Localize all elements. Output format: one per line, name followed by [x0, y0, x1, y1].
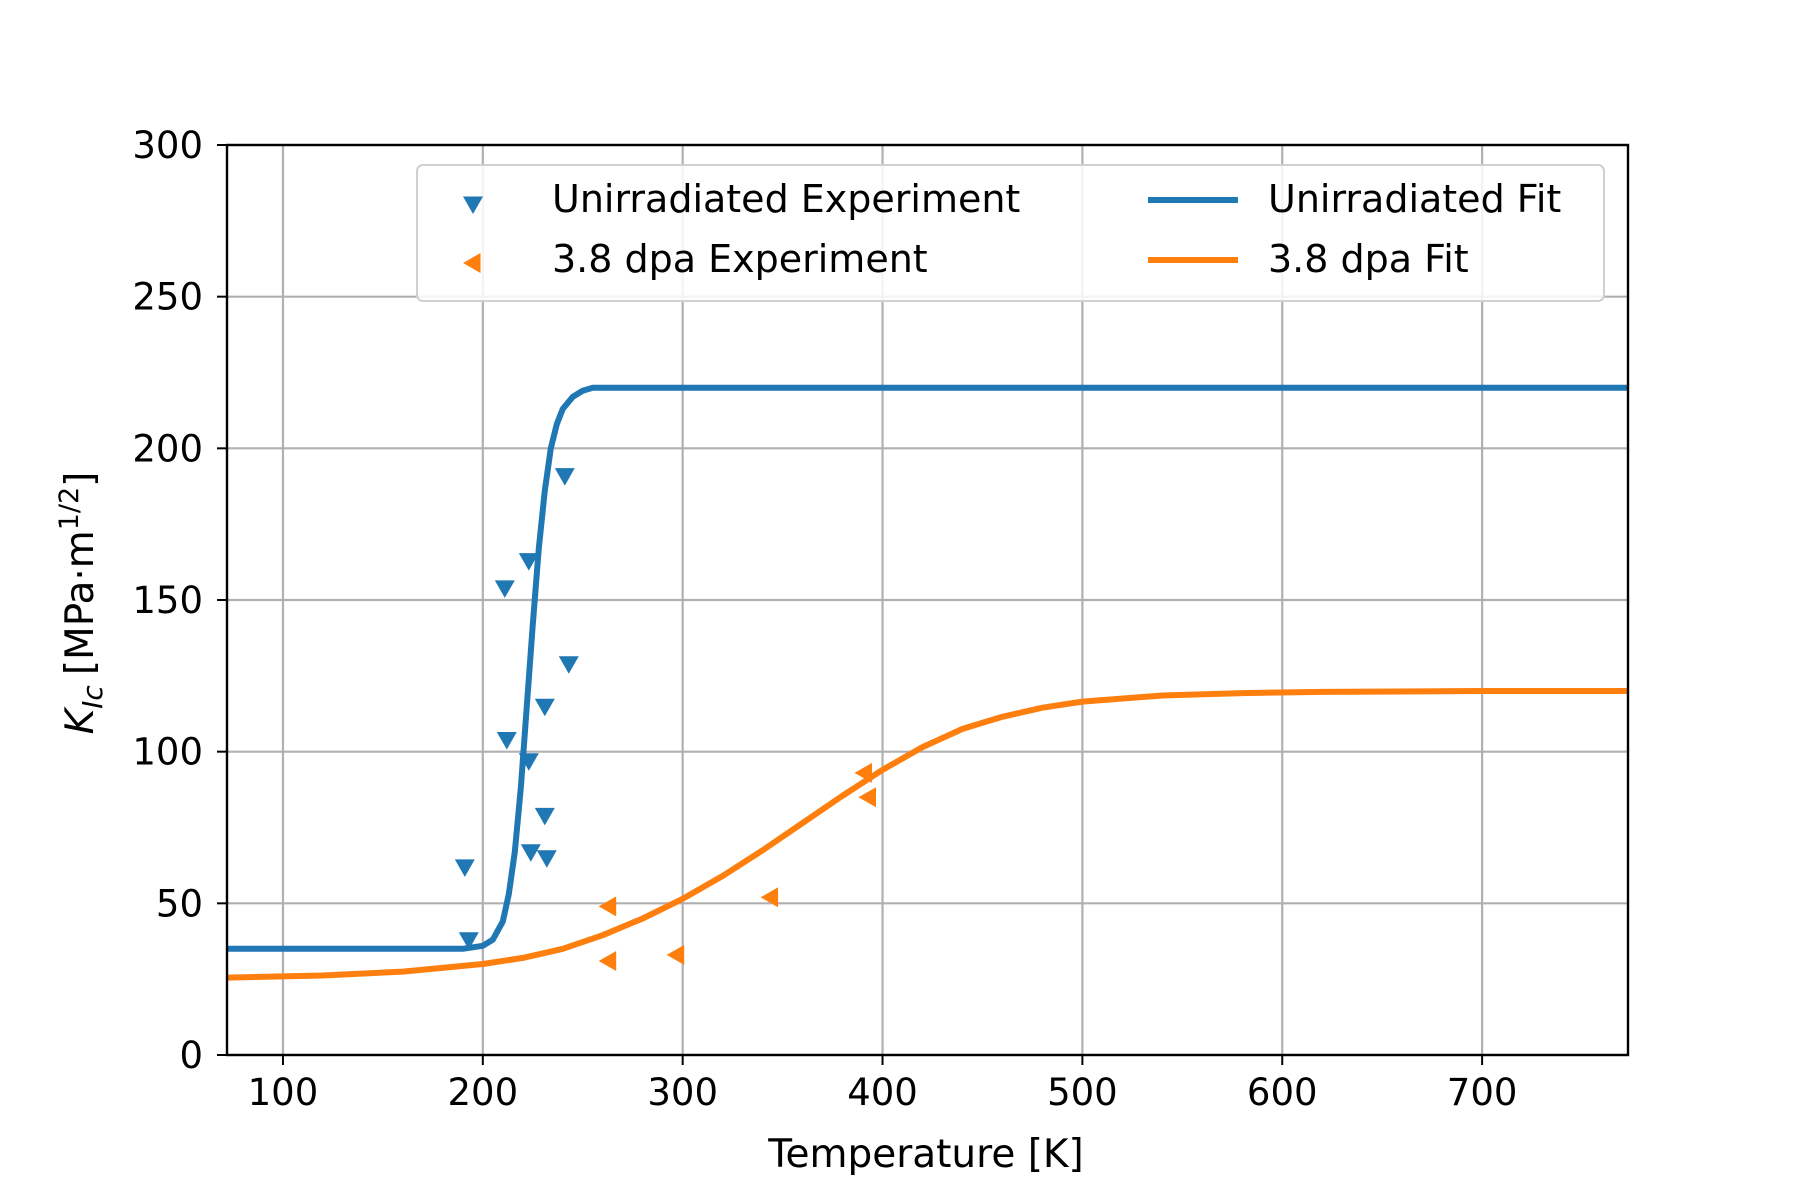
y-tick-label: 300 [132, 124, 203, 167]
3-8-dpa-experiment-point [858, 787, 876, 808]
x-tick-label: 300 [647, 1071, 718, 1114]
3-8-dpa-experiment-point [854, 762, 872, 783]
unirradiated-experiment-point [554, 468, 575, 486]
unirradiated-experiment-point [534, 807, 555, 826]
unirradiated-experiment-point [454, 859, 475, 877]
y-axis-units-prefix: [MPa·m [58, 530, 103, 675]
y-tick-label: 50 [156, 882, 203, 925]
x-tick-label: 600 [1247, 1071, 1318, 1114]
x-tick-label: 200 [448, 1071, 519, 1114]
y-tick-label: 100 [132, 731, 203, 774]
legend-irradiated-experiment-label: 3.8 dpa Experiment [552, 237, 928, 281]
unirradiated-experiment-point [536, 850, 557, 868]
y-tick-label: 150 [132, 579, 203, 622]
x-tick-label: 700 [1447, 1071, 1518, 1114]
unirradiated-experiment-point [534, 698, 555, 717]
legend-irradiated-fit-label: 3.8 dpa Fit [1268, 237, 1469, 281]
unirradiated-experiment-point [518, 553, 539, 571]
legend-box [416, 164, 1605, 302]
unirradiated-experiment-point [496, 732, 517, 750]
legend-unirradiated-fit-label: Unirradiated Fit [1268, 177, 1561, 221]
y-tick-label: 200 [132, 427, 203, 470]
y-tick-label: 250 [132, 276, 203, 319]
legend: Unirradiated Experiment 3.8 dpa Experimen… [416, 164, 1605, 302]
plot-area [227, 384, 1628, 981]
y-axis-symbol: K [58, 705, 103, 734]
3-8-dpa-experiment-point [666, 944, 685, 965]
x-tick-label: 100 [248, 1071, 319, 1114]
axes: 100 200 300 400 500 600 700 0 50 100 150 200 250 300 [132, 124, 1630, 1114]
unirradiated-experiment-point [458, 932, 479, 950]
legend-irradiated-experiment-marker [463, 253, 481, 273]
y-tick-label: 0 [179, 1034, 203, 1077]
unirradiated-experiment-point [558, 656, 579, 674]
x-tick-label: 500 [1047, 1071, 1118, 1114]
unirradiated-experiment-point [494, 580, 515, 598]
y-axis-subscript: Ic [76, 685, 109, 709]
x-axis-label: Temperature [K] [767, 1132, 1083, 1177]
3-8-dpa-experiment-point [760, 887, 779, 908]
3-8-dpa-experiment-point [598, 896, 617, 917]
y-axis-units-suffix: ] [58, 472, 103, 487]
y-axis-units-superscript: 1/2 [54, 487, 85, 530]
unirradiated-experiment-point [518, 753, 539, 771]
x-tick-label: 400 [847, 1071, 918, 1114]
legend-unirradiated-experiment-marker [463, 196, 483, 214]
legend-unirradiated-experiment-label: Unirradiated Experiment [552, 177, 1020, 221]
axes-frame [225, 143, 1630, 1057]
y-axis-label: KIc [MPa·m1/2] [54, 472, 109, 735]
3-8-dpa-experiment-point [598, 951, 617, 971]
3-8-dpa-fit-line [227, 688, 1628, 981]
unirradiated-experiment-point [520, 844, 541, 862]
unirradiated-fit-line [227, 384, 1628, 952]
